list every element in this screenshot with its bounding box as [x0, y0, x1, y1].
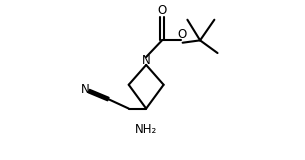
Text: NH₂: NH₂	[135, 123, 157, 136]
Text: O: O	[177, 28, 186, 40]
Text: N: N	[81, 83, 89, 96]
Text: O: O	[157, 4, 167, 17]
Text: N: N	[142, 54, 151, 68]
